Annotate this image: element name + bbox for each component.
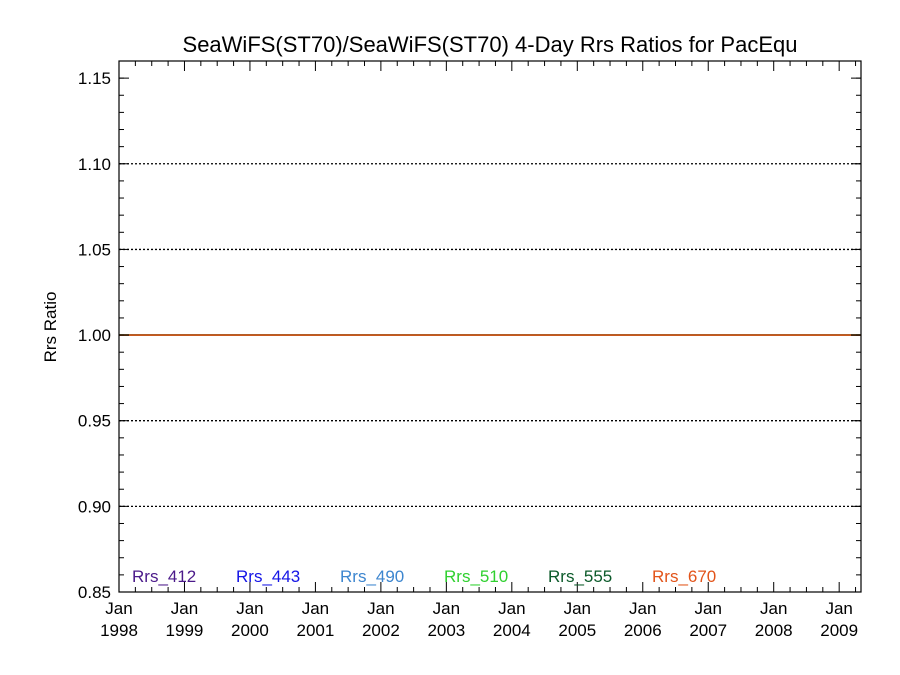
plot-frame bbox=[118, 60, 862, 593]
x-tick-month-10: Jan bbox=[760, 599, 787, 618]
x-tick-year-0: 1998 bbox=[100, 621, 138, 640]
y-tick-label-3: 1.00 bbox=[78, 326, 111, 345]
legend-item-Rrs_670: Rrs_670 bbox=[652, 567, 716, 586]
y-tick-label-2: 0.95 bbox=[78, 412, 111, 431]
x-tick-month-9: Jan bbox=[695, 599, 722, 618]
x-tick-month-8: Jan bbox=[629, 599, 656, 618]
x-tick-year-9: 2007 bbox=[689, 621, 727, 640]
legend-item-Rrs_490: Rrs_490 bbox=[340, 567, 404, 586]
axis-ticks bbox=[118, 60, 861, 593]
legend-item-Rrs_412: Rrs_412 bbox=[132, 567, 196, 586]
x-tick-year-6: 2004 bbox=[493, 621, 531, 640]
y-tick-label-6: 1.15 bbox=[78, 69, 111, 88]
x-tick-year-5: 2003 bbox=[427, 621, 465, 640]
x-tick-year-2: 2000 bbox=[231, 621, 269, 640]
chart-title: SeaWiFS(ST70)/SeaWiFS(ST70) 4-Day Rrs Ra… bbox=[183, 32, 798, 57]
y-tick-labels: 0.85 0.90 0.95 1.00 1.05 1.10 1.15 bbox=[78, 69, 111, 602]
x-tick-year-11: 2009 bbox=[820, 621, 858, 640]
x-tick-year-8: 2006 bbox=[624, 621, 662, 640]
x-tick-month-11: Jan bbox=[825, 599, 852, 618]
x-tick-year-3: 2001 bbox=[296, 621, 334, 640]
x-tick-month-4: Jan bbox=[367, 599, 394, 618]
x-tick-month-1: Jan bbox=[171, 599, 198, 618]
legend-item-Rrs_510: Rrs_510 bbox=[444, 567, 508, 586]
x-tick-month-6: Jan bbox=[498, 599, 525, 618]
y-tick-label-1: 0.90 bbox=[78, 497, 111, 516]
x-tick-month-2: Jan bbox=[236, 599, 263, 618]
x-tick-labels: Jan 1998 Jan 1999 Jan 2000 Jan 2001 Jan 2002 Jan 20… bbox=[100, 599, 858, 640]
x-tick-month-7: Jan bbox=[564, 599, 591, 618]
x-tick-year-4: 2002 bbox=[362, 621, 400, 640]
y-tick-label-0: 0.85 bbox=[78, 583, 111, 602]
x-tick-month-5: Jan bbox=[433, 599, 460, 618]
y-tick-label-4: 1.05 bbox=[78, 240, 111, 259]
x-tick-month-0: Jan bbox=[105, 599, 132, 618]
legend: Rrs_412 Rrs_443 Rrs_490 Rrs_510 Rrs_555 Rrs_6… bbox=[132, 567, 716, 586]
x-tick-month-3: Jan bbox=[302, 599, 329, 618]
y-tick-label-5: 1.10 bbox=[78, 155, 111, 174]
y-axis-label: Rrs Ratio bbox=[41, 292, 60, 363]
legend-item-Rrs_443: Rrs_443 bbox=[236, 567, 300, 586]
x-tick-year-10: 2008 bbox=[755, 621, 793, 640]
x-tick-year-1: 1999 bbox=[166, 621, 204, 640]
legend-item-Rrs_555: Rrs_555 bbox=[548, 567, 612, 586]
x-tick-year-7: 2005 bbox=[558, 621, 596, 640]
